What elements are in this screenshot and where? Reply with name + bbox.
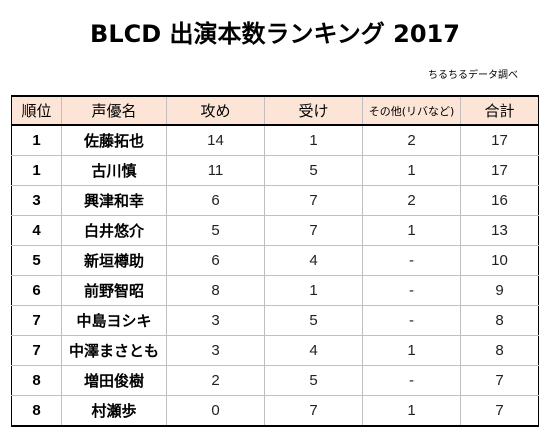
seme-cell: 8 [166, 275, 265, 306]
table-row: 4 白井悠介 5 7 1 13 [11, 215, 539, 246]
header-other: その他(リバなど) [362, 95, 461, 126]
total-cell: 17 [460, 155, 539, 186]
header-seme: 攻め [166, 95, 265, 126]
rank-cell: 4 [11, 215, 62, 246]
rank-cell: 1 [11, 124, 62, 156]
name-cell: 村瀬歩 [61, 395, 167, 427]
seme-cell: 6 [166, 185, 265, 216]
total-cell: 17 [460, 124, 539, 156]
uke-cell: 1 [264, 124, 363, 156]
uke-cell: 5 [264, 365, 363, 396]
page-title: BLCD 出演本数ランキング 2017 [90, 20, 460, 48]
other-cell: - [362, 245, 461, 276]
total-cell: 7 [460, 365, 539, 396]
other-cell: - [362, 365, 461, 396]
uke-cell: 4 [264, 335, 363, 366]
uke-cell: 4 [264, 245, 363, 276]
uke-cell: 1 [264, 275, 363, 306]
uke-cell: 7 [264, 185, 363, 216]
name-cell: 中澤まさとも [61, 335, 167, 366]
table-header-row: 順位 声優名 攻め 受け その他(リバなど) 合計 [11, 95, 539, 126]
uke-cell: 5 [264, 305, 363, 336]
total-cell: 13 [460, 215, 539, 246]
total-cell: 10 [460, 245, 539, 276]
name-cell: 増田俊樹 [61, 365, 167, 396]
other-cell: - [362, 305, 461, 336]
name-cell: 興津和幸 [61, 185, 167, 216]
other-cell: 2 [362, 124, 461, 156]
other-cell: 1 [362, 155, 461, 186]
table-row: 1 古川慎 11 5 1 17 [11, 155, 539, 186]
table-row: 7 中澤まさとも 3 4 1 8 [11, 335, 539, 366]
rank-cell: 7 [11, 305, 62, 336]
name-cell: 佐藤拓也 [61, 124, 167, 156]
seme-cell: 5 [166, 215, 265, 246]
header-uke: 受け [264, 95, 363, 126]
table-row: 3 興津和幸 6 7 2 16 [11, 185, 539, 216]
other-cell: 1 [362, 215, 461, 246]
seme-cell: 0 [166, 395, 265, 427]
ranking-table: 順位 声優名 攻め 受け その他(リバなど) 合計 1 佐藤拓也 14 1 2 … [11, 95, 539, 427]
name-cell: 前野智昭 [61, 275, 167, 306]
rank-cell: 6 [11, 275, 62, 306]
table-row: 8 増田俊樹 2 5 - 7 [11, 365, 539, 396]
other-cell: 1 [362, 395, 461, 427]
other-cell: 1 [362, 335, 461, 366]
total-cell: 9 [460, 275, 539, 306]
seme-cell: 11 [166, 155, 265, 186]
seme-cell: 6 [166, 245, 265, 276]
total-cell: 8 [460, 305, 539, 336]
name-cell: 中島ヨシキ [61, 305, 167, 336]
rank-cell: 3 [11, 185, 62, 216]
rank-cell: 8 [11, 395, 62, 427]
table-row: 5 新垣樽助 6 4 - 10 [11, 245, 539, 276]
table-row: 7 中島ヨシキ 3 5 - 8 [11, 305, 539, 336]
name-cell: 白井悠介 [61, 215, 167, 246]
uke-cell: 7 [264, 395, 363, 427]
header-total: 合計 [460, 95, 539, 126]
header-rank: 順位 [11, 95, 62, 126]
table-row: 6 前野智昭 8 1 - 9 [11, 275, 539, 306]
rank-cell: 8 [11, 365, 62, 396]
name-cell: 古川慎 [61, 155, 167, 186]
rank-cell: 5 [11, 245, 62, 276]
rank-cell: 7 [11, 335, 62, 366]
header-name: 声優名 [61, 95, 167, 126]
rank-cell: 1 [11, 155, 62, 186]
table-row: 8 村瀬歩 0 7 1 7 [11, 395, 539, 427]
uke-cell: 7 [264, 215, 363, 246]
table-row: 1 佐藤拓也 14 1 2 17 [11, 124, 539, 156]
total-cell: 8 [460, 335, 539, 366]
total-cell: 16 [460, 185, 539, 216]
seme-cell: 3 [166, 335, 265, 366]
other-cell: - [362, 275, 461, 306]
other-cell: 2 [362, 185, 461, 216]
source-credit: ちるちるデータ調べ [428, 70, 518, 81]
seme-cell: 14 [166, 124, 265, 156]
uke-cell: 5 [264, 155, 363, 186]
name-cell: 新垣樽助 [61, 245, 167, 276]
seme-cell: 3 [166, 305, 265, 336]
total-cell: 7 [460, 395, 539, 427]
seme-cell: 2 [166, 365, 265, 396]
